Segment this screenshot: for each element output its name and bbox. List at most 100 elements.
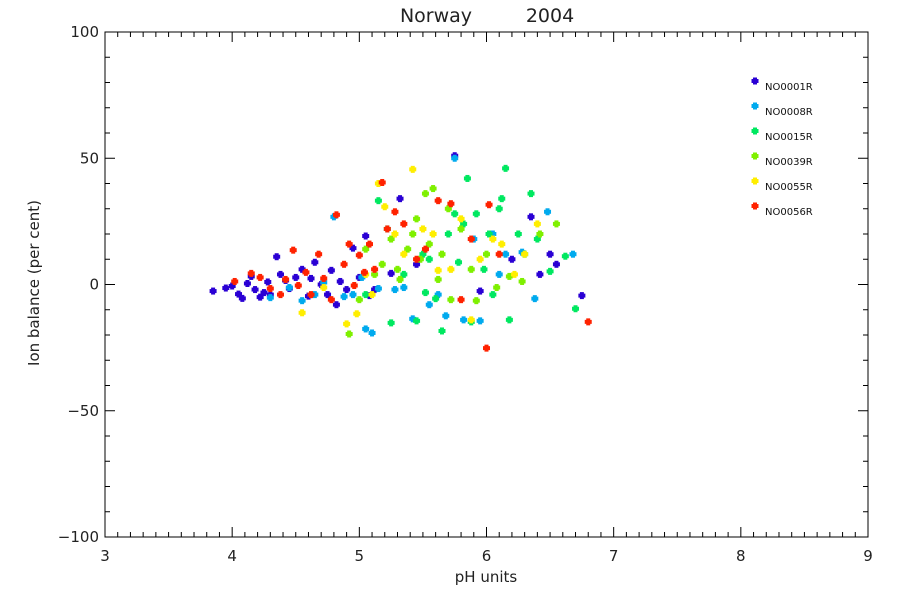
data-point-no0015r: [444, 230, 452, 238]
x-tick-label: 7: [609, 547, 619, 565]
data-point-no0015r: [400, 270, 408, 278]
data-point-no0056r: [307, 291, 315, 299]
data-point-no0001r: [349, 244, 357, 252]
x-tick-label: 4: [227, 547, 237, 565]
data-point-no0008r: [368, 329, 376, 337]
legend-marker-no0055r: [751, 177, 759, 185]
data-point-no0055r: [447, 265, 455, 273]
data-point-no0039r: [393, 265, 401, 273]
data-point-no0001r: [235, 290, 243, 298]
data-point-no0056r: [400, 220, 408, 228]
data-point-no0001r: [536, 270, 544, 278]
data-point-no0008r: [442, 312, 450, 320]
data-point-no0039r: [409, 230, 417, 238]
data-point-no0039r: [505, 272, 513, 280]
data-point-no0001r: [527, 213, 535, 221]
data-point-no0056r: [457, 296, 465, 304]
data-point-no0001r: [371, 286, 379, 294]
data-point-no0039r: [421, 190, 429, 198]
data-point-no0008r: [391, 286, 399, 294]
data-point-no0015r: [374, 197, 382, 205]
data-point-no0008r: [298, 297, 306, 305]
data-point-no0015r: [387, 319, 395, 327]
data-point-no0039r: [416, 255, 424, 263]
data-point-no0039r: [472, 297, 480, 305]
data-point-no0055r: [343, 320, 351, 328]
data-point-no0039r: [355, 296, 363, 304]
data-point-no0001r: [396, 195, 404, 203]
data-point-no0055r: [374, 180, 382, 187]
data-point-no0056r: [256, 273, 264, 281]
y-tick-label: −100: [58, 528, 99, 546]
data-point-no0056r: [302, 268, 310, 276]
data-point-no0055r: [457, 215, 465, 223]
data-point-no0056r: [247, 269, 255, 277]
data-point-no0056r: [332, 211, 340, 219]
data-point-no0001r: [578, 292, 586, 300]
data-point-no0001r: [222, 284, 230, 292]
data-point-no0015r: [421, 289, 429, 297]
data-point-no0008r: [409, 315, 417, 323]
data-point-no0056r: [266, 285, 274, 293]
data-point-no0015r: [527, 190, 535, 198]
data-point-no0001r: [476, 287, 484, 295]
data-point-no0055r: [510, 270, 518, 278]
data-point-no0001r: [273, 253, 281, 261]
data-point-no0056r: [485, 201, 493, 209]
data-point-no0008r: [451, 154, 459, 162]
chart-title-left: Norway: [400, 5, 472, 27]
data-point-no0001r: [332, 301, 340, 309]
data-point-no0001r: [327, 266, 335, 274]
data-point-no0015r: [495, 205, 503, 213]
data-point-no0039r: [362, 245, 370, 253]
data-point-no0056r: [447, 200, 455, 208]
data-point-no0015r: [460, 220, 468, 228]
x-tick-label: 5: [355, 547, 365, 565]
data-point-no0039r: [444, 205, 452, 213]
data-point-no0001r: [546, 250, 554, 258]
data-point-no0008r: [374, 285, 382, 293]
data-point-no0055r: [409, 165, 417, 173]
data-point-no0001r: [307, 274, 315, 282]
data-point-no0008r: [502, 250, 510, 258]
data-point-no0055r: [353, 310, 361, 318]
legend-marker-no0039r: [751, 152, 759, 160]
data-point-no0001r: [413, 260, 421, 268]
x-tick-label: 6: [482, 547, 492, 565]
data-point-no0015r: [502, 164, 510, 172]
data-point-no0008r: [434, 291, 442, 299]
data-point-no0039r: [371, 270, 379, 278]
data-point-no0056r: [495, 250, 503, 258]
data-point-no0056r: [391, 208, 399, 216]
data-point-no0056r: [276, 291, 284, 299]
legend-label: NO0056R: [765, 207, 813, 218]
data-point-no0008r: [285, 284, 293, 292]
data-point-no0056r: [360, 268, 368, 276]
data-point-no0056r: [467, 235, 475, 243]
data-point-no0055r: [368, 291, 376, 299]
axes: 3 4 5 6 7 8 9 −100 −50 0 50 100: [58, 23, 873, 565]
data-point-no0055r: [467, 316, 475, 324]
data-point-no0039r: [457, 225, 465, 233]
data-point-no0056r: [355, 251, 363, 259]
y-tick-label: −50: [67, 402, 99, 420]
data-point-no0039r: [387, 235, 395, 243]
data-point-no0039r: [536, 230, 544, 238]
data-point-no0015r: [533, 235, 541, 243]
data-point-no0056r: [421, 245, 429, 253]
legend-marker-no0008r: [751, 102, 759, 110]
data-point-no0056r: [350, 282, 358, 290]
y-tick-label: 50: [80, 149, 99, 167]
data-point-no0001r: [311, 258, 319, 266]
data-point-no0056r: [483, 344, 490, 352]
data-point-no0015r: [425, 255, 433, 263]
data-point-no0015r: [546, 267, 554, 275]
data-point-no0039r: [518, 277, 526, 285]
data-point-no0008r: [460, 316, 468, 324]
data-point-no0056r: [294, 282, 302, 290]
x-tick-label: 8: [736, 547, 746, 565]
data-point-no0008r: [425, 301, 433, 309]
data-point-no0056r: [289, 246, 297, 254]
data-point-no0001r: [256, 293, 264, 301]
data-point-no0055r: [476, 255, 484, 263]
